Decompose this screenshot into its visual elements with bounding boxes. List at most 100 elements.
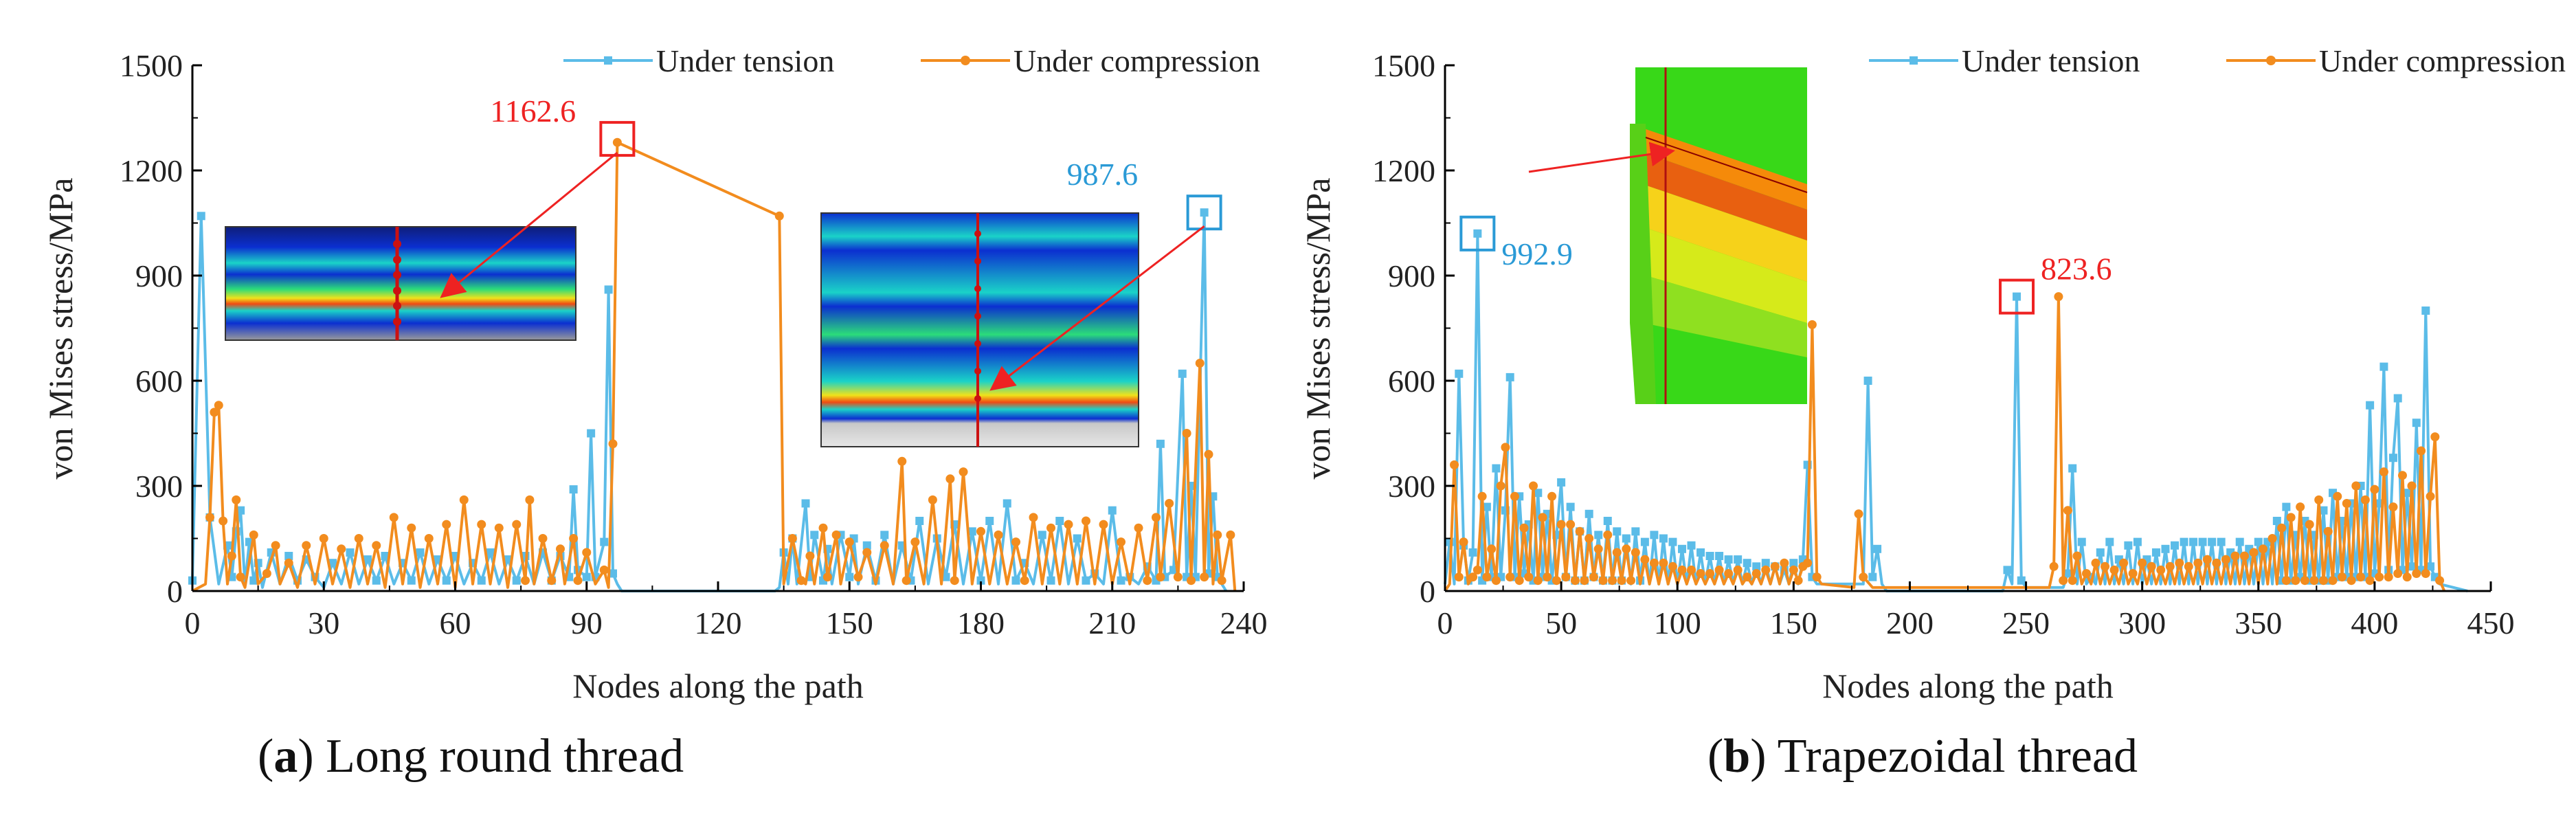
- data-point: [1200, 572, 1209, 582]
- data-point: [2370, 485, 2379, 494]
- data-point: [2161, 544, 2170, 553]
- data-point: [945, 474, 955, 484]
- data-point: [1514, 576, 1524, 586]
- data-point: [262, 569, 271, 578]
- data-point: [573, 576, 583, 586]
- data-point: [2221, 555, 2230, 564]
- data-point: [805, 551, 815, 561]
- data-point: [2338, 572, 2347, 582]
- data-point: [1173, 572, 1183, 582]
- data-point: [538, 534, 548, 543]
- data-point: [1668, 561, 1677, 571]
- data-point: [459, 495, 469, 504]
- data-point: [1561, 572, 1571, 582]
- data-point: [2365, 576, 2375, 586]
- data-point: [2059, 576, 2068, 586]
- data-point: [928, 495, 937, 504]
- data-point: [569, 534, 579, 543]
- y-tick-label: 1500: [120, 48, 183, 83]
- y-tick-label: 900: [135, 258, 183, 293]
- data-point: [2068, 576, 2077, 586]
- data-point: [1668, 537, 1677, 546]
- data-point: [2217, 537, 2226, 546]
- data-point: [1108, 506, 1117, 515]
- data-point: [1789, 559, 1798, 568]
- data-point: [2347, 576, 2356, 586]
- peak-value-label: 992.9: [1501, 236, 1573, 271]
- data-point: [2175, 558, 2184, 568]
- data-point: [381, 552, 390, 560]
- data-point: [910, 537, 920, 547]
- data-point: [1859, 572, 1868, 582]
- data-point: [1482, 502, 1491, 511]
- data-point: [1715, 552, 1724, 560]
- data-point: [1082, 576, 1090, 585]
- data-point: [1724, 569, 1734, 578]
- data-point: [1557, 478, 1566, 487]
- data-point: [1677, 565, 1687, 575]
- data-point: [2063, 506, 2072, 515]
- data-point: [1594, 531, 1603, 539]
- annotation-arrow: [440, 151, 618, 298]
- data-point: [227, 551, 236, 561]
- data-point: [2272, 517, 2281, 525]
- data-point: [2147, 561, 2156, 571]
- data-point: [2189, 537, 2198, 546]
- data-point: [1724, 555, 1733, 564]
- data-point: [2319, 506, 2328, 515]
- data-point: [1134, 523, 1143, 533]
- data-point: [2305, 520, 2314, 529]
- caption-a: (a) Long round thread: [258, 730, 684, 783]
- data-point: [1743, 572, 1752, 582]
- data-point: [1552, 576, 1561, 586]
- data-point: [2314, 495, 2324, 504]
- data-point: [210, 408, 219, 417]
- data-point: [1003, 499, 1011, 508]
- data-point: [1584, 509, 1593, 518]
- y-tick-label: 0: [1420, 574, 1435, 609]
- data-point: [2212, 558, 2221, 568]
- y-tick-label: 0: [167, 574, 183, 609]
- data-point: [2407, 481, 2417, 491]
- data-point: [901, 576, 911, 586]
- data-point: [1626, 576, 1636, 586]
- inset-contour-image-left: [225, 226, 576, 341]
- data-point: [2165, 561, 2175, 571]
- data-point: [389, 513, 399, 522]
- x-tick-label: 150: [1770, 605, 1817, 641]
- data-point: [249, 530, 258, 539]
- data-point: [1803, 558, 1813, 568]
- data-point: [1696, 569, 1705, 578]
- data-point: [2291, 576, 2300, 586]
- data-point: [1450, 460, 1459, 469]
- peak-value-label: 823.6: [2041, 252, 2112, 287]
- data-point: [1556, 520, 1566, 529]
- legend-item: Under compression: [2226, 43, 2566, 78]
- data-point: [512, 576, 521, 585]
- x-tick-label: 200: [1886, 605, 1934, 641]
- data-point: [2208, 537, 2217, 546]
- data-point: [504, 555, 512, 564]
- data-point: [2091, 558, 2101, 568]
- data-point: [2393, 569, 2403, 578]
- data-point: [845, 572, 854, 581]
- data-point: [1165, 499, 1174, 508]
- data-point: [1752, 562, 1761, 571]
- x-tick-label: 300: [2118, 605, 2166, 641]
- data-point: [232, 495, 241, 504]
- data-point: [1519, 523, 1529, 533]
- series-under-compression: [192, 137, 1237, 592]
- data-point: [2254, 537, 2263, 546]
- data-point: [587, 429, 596, 438]
- data-point: [442, 576, 451, 585]
- data-point: [416, 548, 425, 557]
- data-point: [1543, 572, 1552, 582]
- data-point: [1734, 555, 1743, 564]
- data-point: [1622, 534, 1631, 543]
- legend-swatch-marker: [961, 56, 970, 65]
- data-point: [337, 544, 346, 554]
- data-point: [810, 531, 819, 539]
- data-point: [862, 548, 872, 557]
- data-point: [1156, 439, 1165, 448]
